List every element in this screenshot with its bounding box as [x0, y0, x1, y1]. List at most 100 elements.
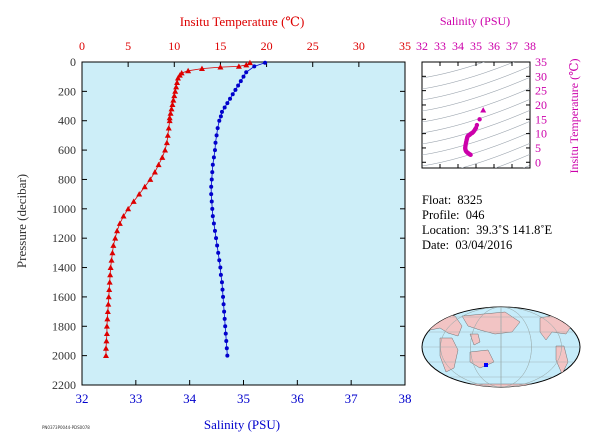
float-label: Float: [422, 193, 452, 207]
salinity-point [238, 79, 243, 84]
temperature-point [120, 213, 127, 219]
salinity-point [222, 316, 227, 321]
plot-area [81, 61, 406, 386]
bottom-tick-label: 38 [399, 391, 412, 406]
temperature-point [155, 161, 162, 168]
bottom-tick-label: 37 [345, 391, 359, 406]
temperature-point [166, 114, 173, 121]
float-id: 8325 [457, 193, 483, 207]
density-contour [422, 131, 530, 167]
density-contours [422, 62, 530, 168]
salinity-point [209, 184, 214, 189]
ts-x-tick-label: 37 [506, 39, 518, 53]
footer-code: PN0373P0044-PDS0078 [42, 425, 90, 430]
map-meridian [440, 307, 562, 387]
salinity-point [211, 221, 216, 226]
temperature-point [106, 286, 113, 292]
y-tick-label: 0 [70, 55, 76, 69]
ts-x-tick-label: 38 [524, 39, 536, 53]
temperature-point [168, 105, 175, 112]
salinity-point [219, 109, 224, 114]
temperature-point [130, 198, 137, 204]
ts-x-tick-label: 35 [470, 39, 482, 53]
salinity-point [221, 302, 226, 307]
profile-number: 046 [465, 208, 485, 222]
salinity-point [212, 228, 217, 233]
salinity-point [225, 353, 230, 358]
density-contour [494, 153, 530, 168]
map-continent [429, 383, 576, 387]
y-tick-label: 2200 [52, 378, 76, 392]
density-contour [422, 76, 530, 112]
ts-area [421, 61, 531, 169]
y-tick-label: 1000 [52, 202, 76, 216]
top-tick-label: 30 [353, 39, 365, 53]
temperature-point [163, 139, 170, 146]
salinity-point [212, 148, 217, 153]
profile-plot: 0200400600800100012001400160018002000220… [52, 39, 412, 406]
y-tick-label: 1800 [52, 319, 76, 333]
density-contour [522, 164, 530, 168]
temperature-point [198, 65, 205, 72]
salinity-point [244, 70, 249, 75]
salinity-point [223, 331, 228, 336]
bottom-tick-label: 33 [129, 391, 142, 406]
temperature-point [172, 88, 179, 94]
salinity-point [210, 214, 215, 219]
temperature-point [141, 183, 148, 190]
temperature-point [103, 337, 110, 344]
ts-y-tick-label: 15 [535, 112, 547, 126]
salinity-point [218, 272, 223, 277]
temperature-point [104, 315, 111, 322]
salinity-point [215, 243, 220, 248]
y-tick-label: 400 [58, 114, 76, 128]
salinity-point [236, 83, 241, 88]
top-tick-label: 25 [307, 39, 319, 53]
top-tick-label: 10 [168, 39, 180, 53]
float-row: Float: 8325 [422, 193, 552, 208]
temperature-point [107, 264, 114, 270]
temperature-point [102, 352, 109, 359]
salinity-point [210, 170, 215, 175]
map-meridian [470, 307, 532, 387]
salinity-point [209, 192, 214, 197]
salinity-point [216, 250, 221, 255]
temperature-point [114, 227, 121, 234]
temperature-point [235, 63, 242, 69]
salinity-point [211, 155, 216, 160]
salinity-point [210, 206, 215, 211]
temperature-point [185, 67, 192, 74]
temperature-point [165, 125, 172, 131]
y-tick-label: 2000 [52, 349, 76, 363]
ts-x-tick-label: 33 [434, 39, 446, 53]
salinity-point [252, 64, 257, 69]
temperature-point [173, 83, 180, 90]
ts-y-tick-label: 20 [535, 98, 547, 112]
salinity-point [210, 162, 215, 167]
ts-x-tick-label: 36 [488, 39, 500, 53]
date-label: Date: [422, 238, 450, 252]
salinity-point [222, 105, 227, 110]
temperature-point [116, 220, 123, 226]
salinity-point [221, 294, 226, 299]
salinity-point [224, 338, 229, 343]
y-axis-title: Pressure (decibar) [14, 174, 29, 268]
salinity-point [233, 87, 238, 92]
salinity-point [225, 101, 230, 106]
y-tick-label: 800 [58, 172, 76, 186]
density-contour [422, 98, 530, 134]
float-info: Float: 8325 Profile: 046 Location: 39.3˚… [422, 193, 552, 253]
salinity-point [224, 346, 229, 351]
temperature-point [108, 257, 115, 263]
temperature-point [110, 242, 117, 248]
salinity-point [217, 118, 222, 123]
temperature-point [171, 92, 178, 99]
temperature-point [109, 249, 116, 256]
y-tick-label: 1400 [52, 261, 76, 275]
salinity-point [213, 140, 218, 145]
temperature-point [166, 117, 173, 124]
temperature-point [106, 279, 113, 285]
salinity-point [209, 177, 214, 182]
top-tick-label: 20 [261, 39, 273, 53]
map-graticule [422, 307, 580, 387]
